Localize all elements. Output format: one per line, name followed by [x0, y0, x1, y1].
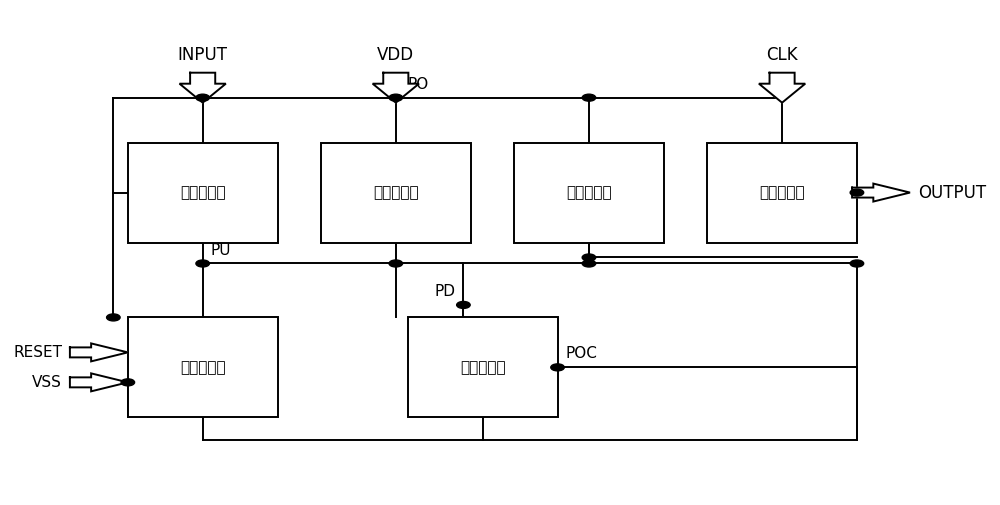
Text: CLK: CLK — [766, 46, 798, 64]
FancyBboxPatch shape — [128, 318, 278, 417]
FancyBboxPatch shape — [707, 142, 857, 242]
Circle shape — [457, 301, 470, 309]
Text: 放电子电路: 放电子电路 — [566, 185, 612, 200]
Circle shape — [389, 260, 403, 267]
Circle shape — [107, 314, 120, 321]
Polygon shape — [759, 73, 805, 103]
Text: INPUT: INPUT — [178, 46, 228, 64]
Circle shape — [582, 254, 596, 261]
Circle shape — [389, 94, 403, 101]
Circle shape — [582, 94, 596, 101]
Text: 输入子电路: 输入子电路 — [180, 185, 225, 200]
Circle shape — [850, 260, 864, 267]
Text: VDD: VDD — [377, 46, 414, 64]
Text: 下拉子电路: 下拉子电路 — [460, 360, 506, 375]
Text: OUTPUT: OUTPUT — [918, 183, 986, 201]
FancyBboxPatch shape — [514, 142, 664, 242]
Text: POC: POC — [565, 346, 597, 362]
Text: PO: PO — [407, 77, 429, 92]
Circle shape — [551, 364, 564, 371]
Circle shape — [196, 260, 209, 267]
Text: RESET: RESET — [13, 345, 62, 360]
Text: 输出子电路: 输出子电路 — [759, 185, 805, 200]
Polygon shape — [373, 73, 419, 103]
Polygon shape — [70, 343, 128, 362]
Text: 上拉子电路: 上拉子电路 — [373, 185, 419, 200]
FancyBboxPatch shape — [408, 318, 558, 417]
Text: VSS: VSS — [32, 375, 62, 390]
FancyBboxPatch shape — [321, 142, 471, 242]
Circle shape — [850, 189, 864, 196]
Circle shape — [121, 379, 135, 386]
Polygon shape — [70, 373, 128, 391]
Polygon shape — [852, 184, 910, 201]
Text: 复位子电路: 复位子电路 — [180, 360, 225, 375]
Text: PU: PU — [210, 243, 231, 259]
Circle shape — [582, 260, 596, 267]
Polygon shape — [179, 73, 226, 103]
Text: PD: PD — [435, 284, 456, 299]
Circle shape — [196, 94, 209, 101]
FancyBboxPatch shape — [128, 142, 278, 242]
